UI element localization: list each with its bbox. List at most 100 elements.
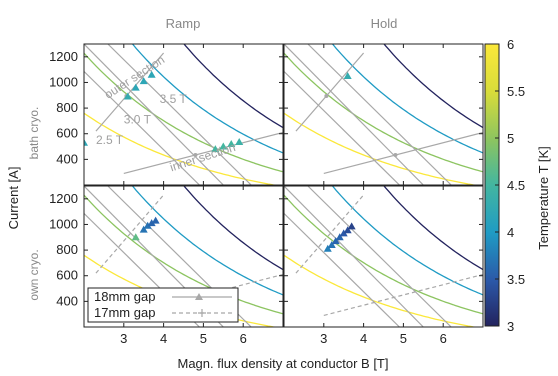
load-line-2 — [307, 44, 452, 185]
x-tick-label: 4 — [160, 331, 167, 346]
critical-curve-3 — [383, 186, 483, 271]
panel-frame-own-hold — [283, 185, 484, 328]
y-tick-label: 800 — [56, 242, 78, 257]
data-point-1 — [123, 92, 132, 100]
colorbar-tick-label: 3.5 — [507, 272, 525, 287]
data-point-0 — [343, 72, 352, 80]
data-point-5 — [343, 226, 352, 234]
section-line-1 — [123, 273, 283, 317]
y-tick-label: 1200 — [49, 191, 78, 206]
y-tick-label: 600 — [56, 126, 78, 141]
data-point-6 — [347, 222, 356, 230]
critical-curve-2 — [131, 186, 283, 296]
section-marker-0 — [324, 93, 329, 98]
colorbar-tick-label: 3 — [507, 319, 514, 334]
data-point-4 — [131, 233, 140, 241]
section-line-0 — [95, 194, 165, 274]
y-tick-label: 800 — [56, 100, 78, 115]
data-point-5 — [211, 145, 220, 153]
load-line-0 — [284, 212, 400, 327]
critical-curve-3 — [183, 44, 283, 129]
data-point-2 — [331, 237, 340, 245]
plot-area-own-ramp — [84, 186, 283, 327]
critical-curve-1 — [84, 194, 283, 315]
data-point-0 — [84, 138, 88, 146]
critical-curve-1 — [284, 194, 483, 315]
column-title-ramp: Ramp — [166, 16, 201, 31]
section-label-outer: outer section — [102, 52, 167, 101]
data-point-4 — [339, 229, 348, 237]
y-tick-label: 600 — [56, 268, 78, 283]
legend-label-17mm: 17mm gap — [94, 305, 155, 320]
section-marker-1 — [193, 153, 198, 158]
y-tick-label: 400 — [56, 151, 78, 166]
data-point-8 — [235, 138, 244, 146]
load-line-1 — [284, 186, 424, 327]
load-line-2 — [107, 44, 252, 185]
data-point-3 — [151, 216, 160, 224]
data-point-2 — [131, 83, 140, 91]
critical-curve-2 — [331, 186, 483, 296]
colorbar-label: Temperature T [K] — [536, 146, 551, 250]
section-line-0 — [95, 52, 165, 132]
critical-curve-2 — [331, 44, 483, 154]
section-line-0 — [295, 52, 365, 132]
colorbar-tick-label: 5 — [507, 131, 514, 146]
critical-curve-0 — [84, 112, 278, 185]
colorbar-tick-label: 5.5 — [507, 84, 525, 99]
x-tick-label: 6 — [440, 331, 447, 346]
section-line-0 — [295, 194, 365, 274]
plot-area-bath-ramp — [84, 44, 283, 185]
load-line-0 — [284, 70, 400, 185]
y-axis-label: Current [A] — [6, 167, 21, 230]
y-tick-label: 1000 — [49, 74, 78, 89]
legend: 18mm gap 17mm gap — [87, 287, 239, 323]
y-tick-label: 400 — [56, 293, 78, 308]
section-line-1 — [323, 131, 483, 175]
panel-frame-own-ramp — [83, 185, 284, 328]
data-point-7 — [227, 139, 236, 147]
x-tick-label: 3 — [120, 331, 127, 346]
x-tick-label: 6 — [240, 331, 247, 346]
load-line-label-0: 2.5 T — [96, 133, 124, 147]
panel-frame-bath-ramp — [83, 43, 284, 186]
critical-curve-1 — [84, 52, 283, 173]
x-tick-label: 4 — [360, 331, 367, 346]
load-line-2 — [307, 186, 452, 327]
colorbar-tick-label: 6 — [507, 37, 514, 52]
data-point-2 — [147, 219, 156, 227]
colorbar-tick-label: 4.5 — [507, 178, 525, 193]
load-line-1 — [84, 44, 224, 185]
data-point-1 — [327, 240, 336, 248]
data-point-4 — [147, 70, 156, 78]
panel-own-hold: 3 4 5 6 — [283, 185, 484, 346]
legend-marker-17mm — [198, 309, 206, 317]
critical-curve-1 — [284, 52, 483, 173]
data-point-0 — [323, 244, 332, 252]
section-line-1 — [323, 273, 483, 317]
panel-own-ramp: 3 4 5 6 400 600 800 1000 1200 — [49, 185, 284, 346]
legend-marker-18mm — [195, 293, 203, 300]
load-line-label-2: 3.5 T — [160, 92, 188, 106]
load-line-1 — [284, 44, 424, 185]
legend-label-18mm: 18mm gap — [94, 289, 155, 304]
critical-curve-2 — [131, 44, 283, 154]
critical-curve-0 — [284, 254, 478, 327]
x-axis-label: Magn. flux density at conductor B [T] — [178, 356, 389, 371]
data-point-3 — [335, 233, 344, 241]
load-line-label-1: 3.0 T — [124, 112, 152, 126]
y-tick-label: 1000 — [49, 216, 78, 231]
panel-bath-hold — [283, 43, 484, 186]
x-tick-label: 5 — [400, 331, 407, 346]
data-point-1 — [143, 221, 152, 229]
plot-area-bath-hold — [284, 44, 483, 185]
plot-area-own-hold — [284, 186, 483, 327]
critical-curve-0 — [284, 112, 478, 185]
section-line-1 — [123, 131, 283, 175]
data-point-6 — [219, 142, 228, 150]
critical-curve-3 — [183, 186, 283, 271]
section-marker-1 — [393, 153, 398, 158]
legend-box — [87, 287, 239, 323]
colorbar-tick-label: 4 — [507, 225, 514, 240]
